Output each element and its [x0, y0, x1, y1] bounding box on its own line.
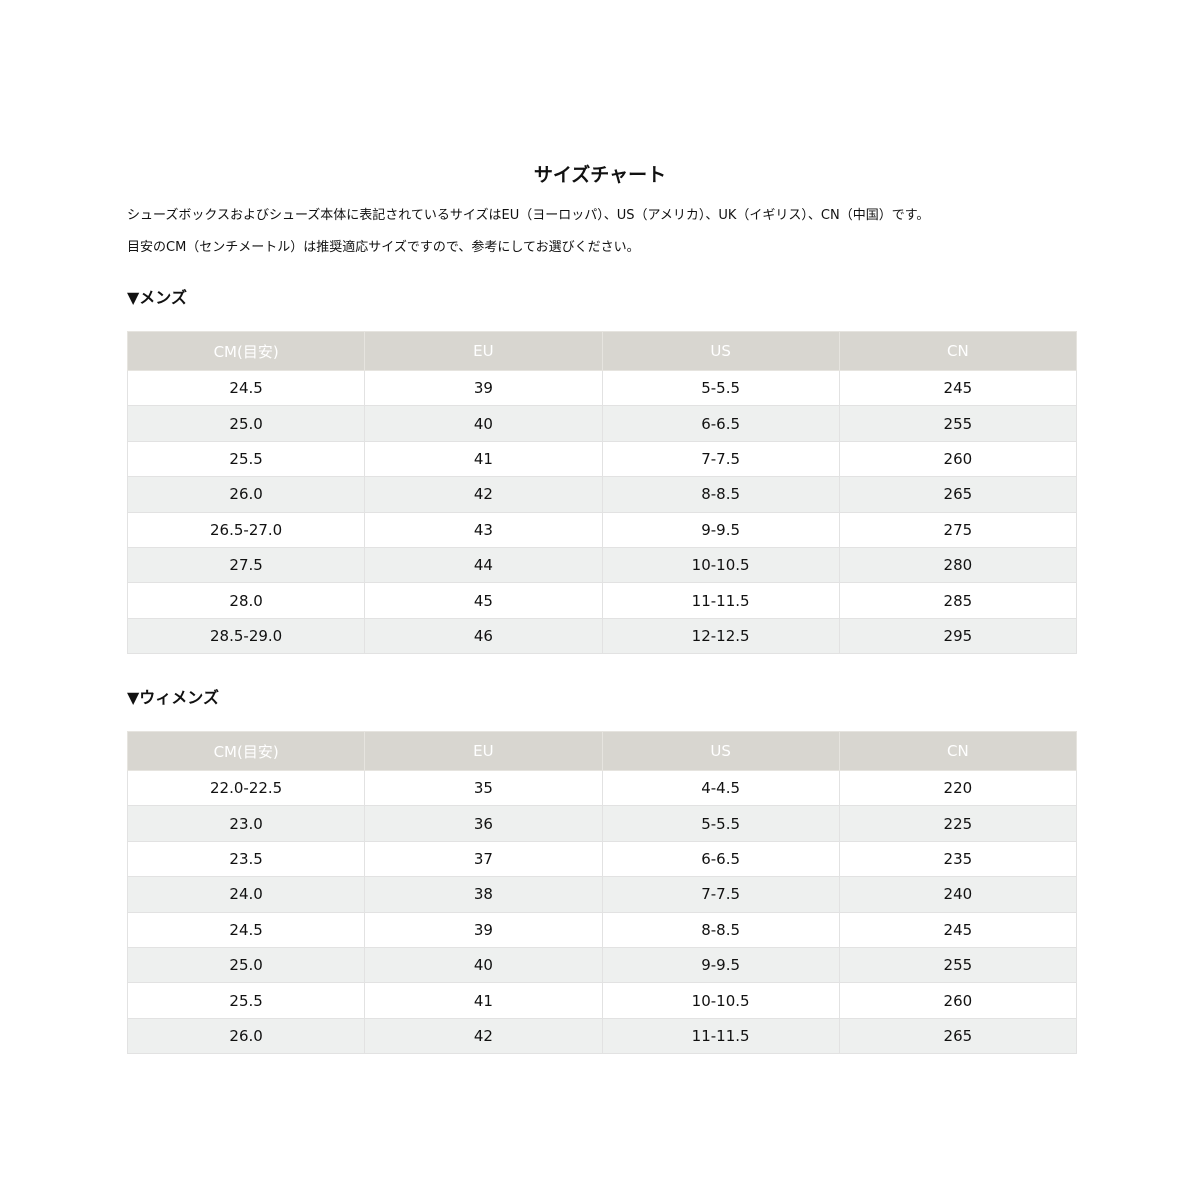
table-cell: 25.0 — [126, 405, 366, 442]
table-cell: 7-7.5 — [601, 876, 840, 913]
table-cell: 11-11.5 — [601, 1017, 840, 1055]
table-cell: 23.5 — [126, 840, 366, 878]
table-cell: 7-7.5 — [601, 440, 840, 478]
column-header: EU — [364, 331, 603, 371]
mens-size-table: CM(目安) EU US CN 24.5 39 5-5.5 245 25.0 40 6-6.5 255… — [126, 331, 1078, 655]
table-cell: 11-11.5 — [601, 582, 840, 619]
table-cell: 10-10.5 — [601, 982, 840, 1019]
table-cell: 26.0 — [126, 476, 366, 513]
table-cell: 23.0 — [126, 805, 366, 842]
table-cell: 5-5.5 — [601, 369, 840, 407]
column-header: CN — [838, 731, 1078, 771]
table-cell: 255 — [838, 405, 1078, 442]
column-header: EU — [364, 731, 603, 771]
header-row: CM(目安) EU US CN — [126, 331, 1078, 371]
intro-line-1: シューズボックスおよびシューズ本体に表記されているサイズはEU（ヨーロッパ）、U… — [127, 208, 930, 223]
table-cell: 265 — [838, 476, 1078, 513]
table-cell: 260 — [838, 440, 1078, 478]
table-cell: 240 — [838, 876, 1078, 913]
table-row: 28.0 45 11-11.5 285 — [126, 582, 1078, 619]
table-cell: 35 — [364, 769, 603, 807]
table-row: 26.0 42 11-11.5 265 — [126, 1017, 1078, 1055]
table-cell: 8-8.5 — [601, 911, 840, 948]
womens-heading: ▼ウィメンズ — [127, 688, 219, 707]
column-header: US — [601, 731, 840, 771]
table-cell: 275 — [838, 511, 1078, 548]
table-row: 22.0-22.5 35 4-4.5 220 — [126, 769, 1078, 807]
mens-heading: ▼メンズ — [127, 288, 187, 307]
table-cell: 225 — [838, 805, 1078, 842]
table-row: 24.5 39 5-5.5 245 — [126, 369, 1078, 407]
table-cell: 27.5 — [126, 546, 366, 584]
table-cell: 10-10.5 — [601, 546, 840, 584]
table-cell: 255 — [838, 946, 1078, 984]
table-cell: 26.5-27.0 — [126, 511, 366, 548]
table-cell: 245 — [838, 911, 1078, 948]
column-header: US — [601, 331, 840, 371]
table-cell: 36 — [364, 805, 603, 842]
table-cell: 260 — [838, 982, 1078, 1019]
intro-line-2: 目安のCM（センチメートル）は推奨適応サイズですので、参考にしてお選びください。 — [127, 240, 640, 255]
table-cell: 42 — [364, 1017, 603, 1055]
table-cell: 24.5 — [126, 911, 366, 948]
table-cell: 28.5-29.0 — [126, 617, 366, 655]
table-cell: 40 — [364, 946, 603, 984]
table-cell: 40 — [364, 405, 603, 442]
table-cell: 9-9.5 — [601, 511, 840, 548]
table-cell: 25.5 — [126, 982, 366, 1019]
table-row: 27.5 44 10-10.5 280 — [126, 546, 1078, 584]
table-row: 23.5 37 6-6.5 235 — [126, 840, 1078, 878]
table-cell: 245 — [838, 369, 1078, 407]
table-cell: 39 — [364, 911, 603, 948]
table-cell: 22.0-22.5 — [126, 769, 366, 807]
table-cell: 39 — [364, 369, 603, 407]
table-cell: 235 — [838, 840, 1078, 878]
table-cell: 280 — [838, 546, 1078, 584]
table-cell: 46 — [364, 617, 603, 655]
table-row: 23.0 36 5-5.5 225 — [126, 805, 1078, 842]
table-cell: 220 — [838, 769, 1078, 807]
table-cell: 24.0 — [126, 876, 366, 913]
table-row: 26.5-27.0 43 9-9.5 275 — [126, 511, 1078, 548]
table-row: 24.5 39 8-8.5 245 — [126, 911, 1078, 948]
table-cell: 43 — [364, 511, 603, 548]
table-cell: 42 — [364, 476, 603, 513]
table-cell: 37 — [364, 840, 603, 878]
table-cell: 28.0 — [126, 582, 366, 619]
page-title: サイズチャート — [533, 164, 667, 186]
table-cell: 44 — [364, 546, 603, 584]
column-header: CM(目安) — [126, 731, 366, 771]
table-cell: 265 — [838, 1017, 1078, 1055]
table-cell: 6-6.5 — [601, 405, 840, 442]
table-cell: 8-8.5 — [601, 476, 840, 513]
table-row: 25.0 40 9-9.5 255 — [126, 946, 1078, 984]
column-header: CM(目安) — [126, 331, 366, 371]
table-cell: 6-6.5 — [601, 840, 840, 878]
table-cell: 25.5 — [126, 440, 366, 478]
womens-size-table: CM(目安) EU US CN 22.0-22.5 35 4-4.5 220 23.0 36 5-5… — [126, 731, 1078, 1055]
table-row: 28.5-29.0 46 12-12.5 295 — [126, 617, 1078, 655]
table-cell: 38 — [364, 876, 603, 913]
table-cell: 41 — [364, 982, 603, 1019]
table-row: 25.0 40 6-6.5 255 — [126, 405, 1078, 442]
header-row: CM(目安) EU US CN — [126, 731, 1078, 771]
table-cell: 24.5 — [126, 369, 366, 407]
table-cell: 25.0 — [126, 946, 366, 984]
column-header: CN — [838, 331, 1078, 371]
table-cell: 285 — [838, 582, 1078, 619]
table-row: 25.5 41 7-7.5 260 — [126, 440, 1078, 478]
table-cell: 41 — [364, 440, 603, 478]
table-cell: 9-9.5 — [601, 946, 840, 984]
table-cell: 295 — [838, 617, 1078, 655]
table-row: 24.0 38 7-7.5 240 — [126, 876, 1078, 913]
table-cell: 4-4.5 — [601, 769, 840, 807]
table-row: 26.0 42 8-8.5 265 — [126, 476, 1078, 513]
table-cell: 26.0 — [126, 1017, 366, 1055]
table-cell: 45 — [364, 582, 603, 619]
table-cell: 5-5.5 — [601, 805, 840, 842]
table-row: 25.5 41 10-10.5 260 — [126, 982, 1078, 1019]
table-cell: 12-12.5 — [601, 617, 840, 655]
